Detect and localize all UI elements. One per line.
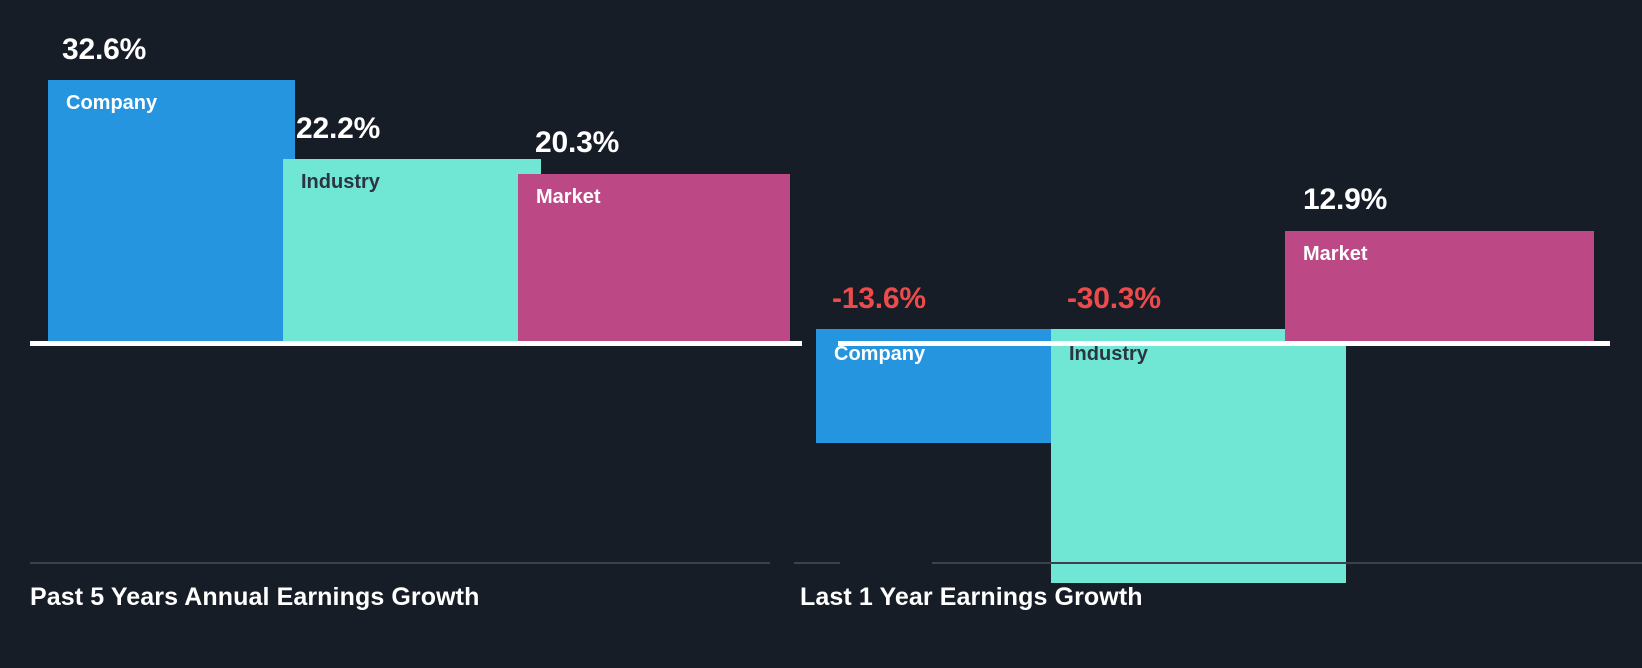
bar-company[interactable]: Company [816, 329, 1051, 443]
value-label-company: 32.6% [62, 33, 147, 66]
value-label-industry: 22.2% [296, 112, 381, 145]
value-label-industry: -30.3% [1067, 282, 1161, 315]
value-label-market: 20.3% [535, 126, 620, 159]
value-label-market: 12.9% [1303, 183, 1388, 216]
panel-caption: Past 5 Years Annual Earnings Growth [30, 583, 480, 611]
bar-industry[interactable]: Industry [1051, 329, 1346, 583]
bar-label-market: Market [1303, 243, 1368, 265]
chart-panel-past-5-years: 32.6% Company 22.2% Industry 20.3% Marke… [0, 0, 806, 668]
bar-label-company: Company [834, 343, 926, 365]
zero-baseline [30, 341, 802, 346]
zero-baseline [838, 341, 1610, 346]
bar-label-industry: Industry [301, 171, 380, 193]
caption-divider [30, 562, 770, 564]
value-label-company: -13.6% [832, 282, 926, 315]
caption-divider [932, 562, 1642, 564]
chart-panel-last-1-year: -13.6% Company -30.3% Industry 12.9% Mar… [794, 0, 1642, 668]
bar-market[interactable]: Market [518, 174, 790, 343]
panel-caption: Last 1 Year Earnings Growth [800, 583, 1143, 611]
bar-label-company: Company [66, 92, 158, 114]
bar-industry[interactable]: Industry [283, 159, 541, 343]
bar-company[interactable]: Company [48, 80, 295, 343]
bar-label-industry: Industry [1069, 343, 1148, 365]
caption-divider-stub [794, 562, 840, 564]
bar-label-market: Market [536, 186, 601, 208]
bar-market[interactable]: Market [1285, 231, 1594, 343]
